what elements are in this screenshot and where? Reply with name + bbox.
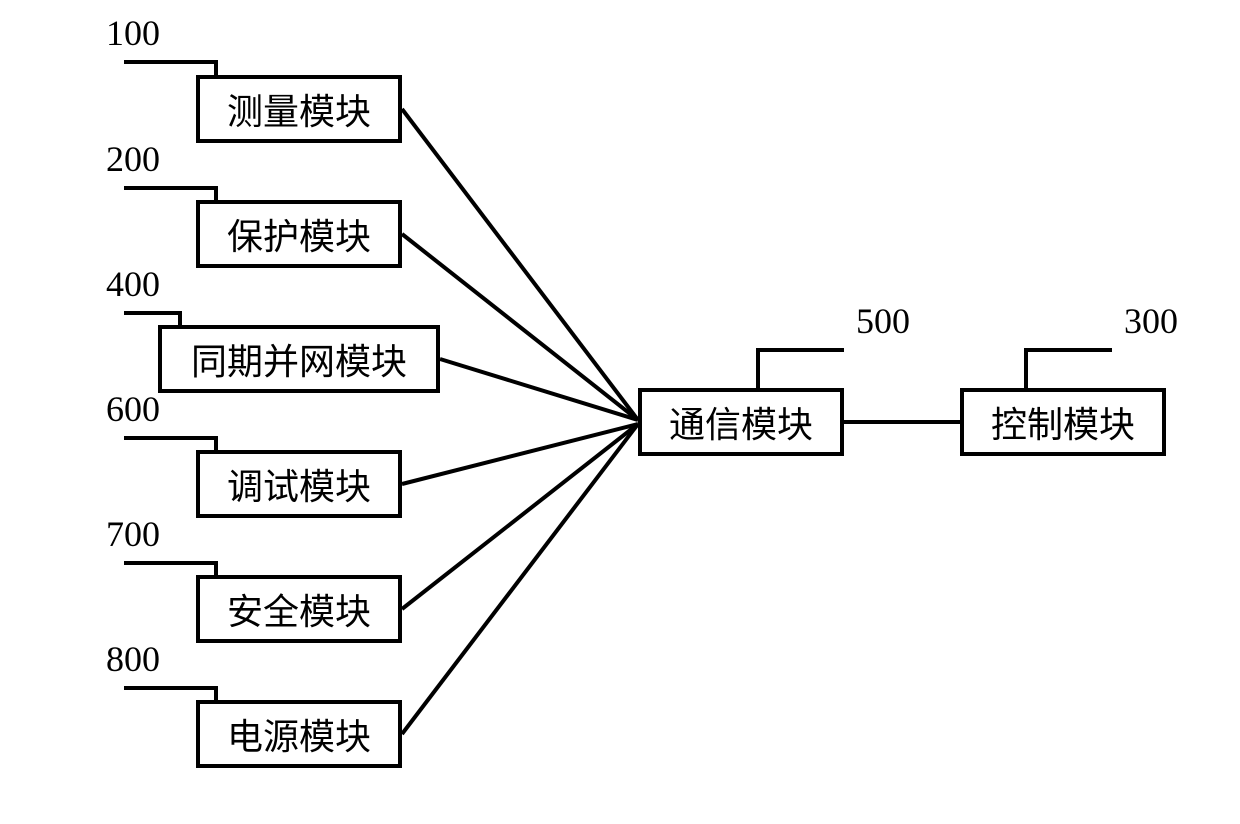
callout-line bbox=[756, 348, 760, 392]
debug-module-label: 调试模块 bbox=[227, 458, 371, 510]
power-module-box: 电源模块 bbox=[196, 700, 402, 768]
comm-module-box: 通信模块 bbox=[638, 388, 844, 456]
debug-id-label: 600 bbox=[106, 388, 160, 430]
protect-module-label: 保护模块 bbox=[227, 208, 371, 260]
callout-line bbox=[178, 311, 182, 329]
callout-line bbox=[124, 186, 214, 190]
callout-line bbox=[756, 348, 844, 352]
callout-line bbox=[1024, 348, 1028, 392]
callout-line bbox=[214, 186, 218, 204]
power-id-label: 800 bbox=[106, 638, 160, 680]
protect-id-label: 200 bbox=[106, 138, 160, 180]
measure-module-label: 测量模块 bbox=[227, 83, 371, 135]
callout-line bbox=[124, 561, 214, 565]
callout-line bbox=[214, 60, 218, 78]
control-module-label: 控制模块 bbox=[991, 396, 1135, 448]
comm-module-label: 通信模块 bbox=[669, 396, 813, 448]
power-module-label: 电源模块 bbox=[227, 708, 371, 760]
security-module-box: 安全模块 bbox=[196, 575, 402, 643]
measure-module-box: 测量模块 bbox=[196, 75, 402, 143]
callout-line bbox=[124, 60, 214, 64]
sync-module-label: 同期并网模块 bbox=[191, 333, 407, 385]
sync-id-label: 400 bbox=[106, 263, 160, 305]
protect-module-box: 保护模块 bbox=[196, 200, 402, 268]
callout-line bbox=[1024, 348, 1112, 352]
security-id-label: 700 bbox=[106, 513, 160, 555]
comm-id-label: 500 bbox=[856, 300, 910, 342]
callout-line bbox=[124, 436, 214, 440]
sync-module-box: 同期并网模块 bbox=[158, 325, 440, 393]
callout-line bbox=[214, 436, 218, 454]
debug-module-box: 调试模块 bbox=[196, 450, 402, 518]
control-id-label: 300 bbox=[1124, 300, 1178, 342]
security-module-label: 安全模块 bbox=[227, 583, 371, 635]
callout-line bbox=[124, 686, 214, 690]
control-module-box: 控制模块 bbox=[960, 388, 1166, 456]
callout-line bbox=[124, 311, 178, 315]
callout-line bbox=[214, 686, 218, 704]
callout-line bbox=[214, 561, 218, 579]
measure-id-label: 100 bbox=[106, 12, 160, 54]
